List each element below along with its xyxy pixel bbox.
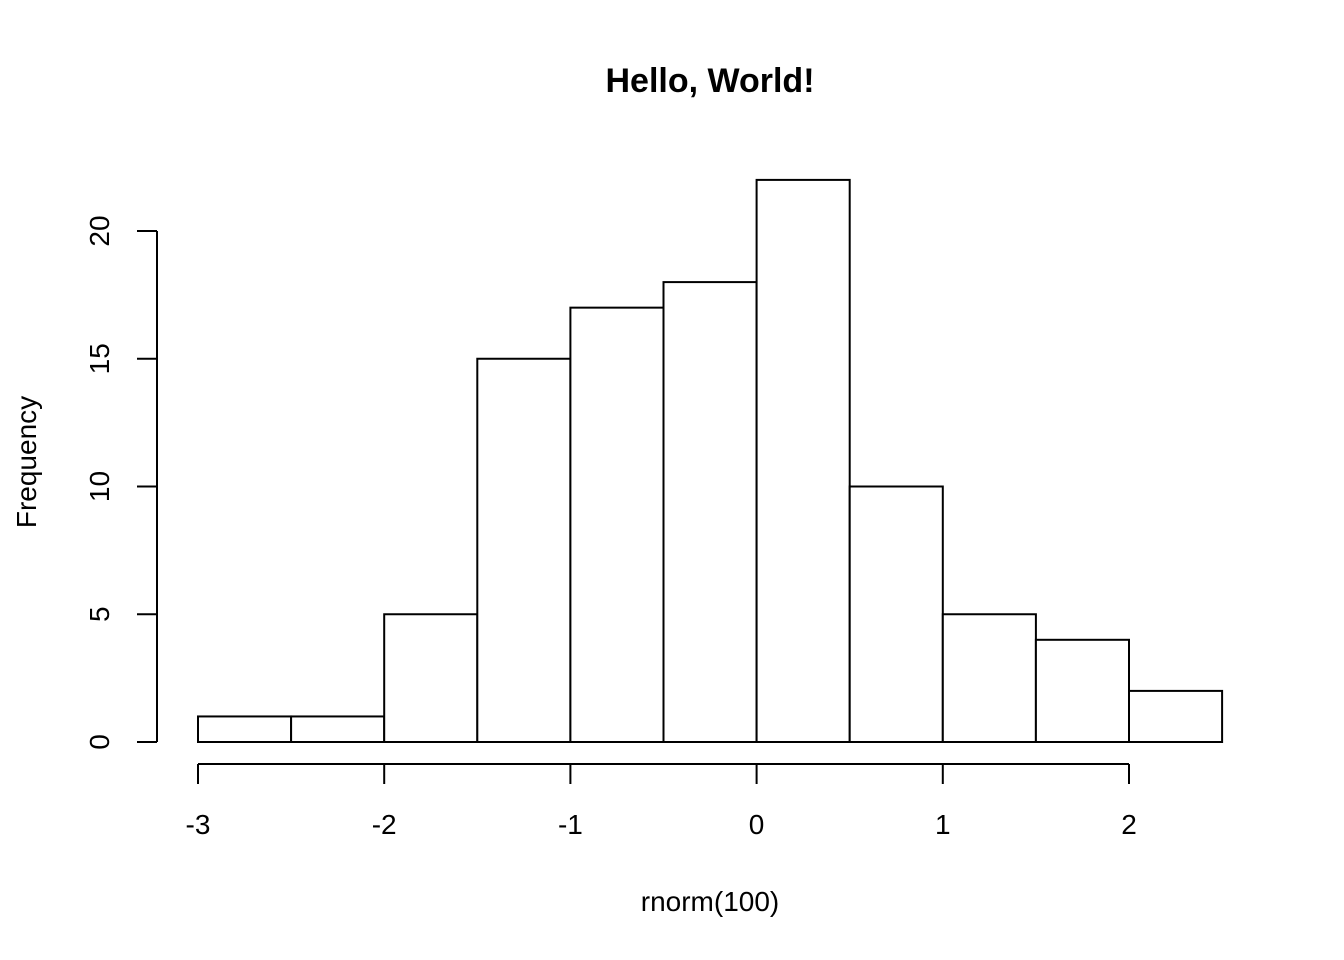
x-axis: -3 -2 -1 0 1 2 bbox=[186, 763, 1137, 840]
x-tick-label: 2 bbox=[1121, 809, 1137, 840]
bars-group bbox=[197, 178, 1224, 744]
histogram-bar bbox=[662, 281, 758, 743]
x-axis-label: rnorm(100) bbox=[641, 886, 779, 917]
y-tick-label: 15 bbox=[84, 343, 115, 374]
y-tick-label: 10 bbox=[84, 471, 115, 502]
histogram-bar bbox=[569, 306, 665, 743]
x-tick-label: 1 bbox=[935, 809, 951, 840]
histogram-bar bbox=[755, 178, 851, 743]
y-axis-label: Frequency bbox=[11, 396, 42, 528]
y-axis: 0 5 10 15 20 bbox=[84, 215, 158, 750]
y-tick-label: 0 bbox=[84, 734, 115, 750]
histogram-bar bbox=[197, 715, 293, 744]
y-tick-label: 5 bbox=[84, 606, 115, 622]
histogram-bar bbox=[941, 613, 1037, 743]
histogram-bar bbox=[848, 485, 944, 743]
x-tick-label: -1 bbox=[558, 809, 583, 840]
chart-title: Hello, World! bbox=[605, 62, 814, 100]
histogram-bar bbox=[383, 613, 479, 743]
x-tick-label: 0 bbox=[749, 809, 765, 840]
x-tick-label: -2 bbox=[372, 809, 397, 840]
x-tick-label: -3 bbox=[186, 809, 211, 840]
histogram-bar bbox=[476, 357, 572, 743]
histogram-bar bbox=[290, 715, 386, 744]
histogram-bar bbox=[1128, 689, 1224, 744]
histogram-bar bbox=[1034, 638, 1131, 743]
y-tick-label: 20 bbox=[84, 215, 115, 246]
